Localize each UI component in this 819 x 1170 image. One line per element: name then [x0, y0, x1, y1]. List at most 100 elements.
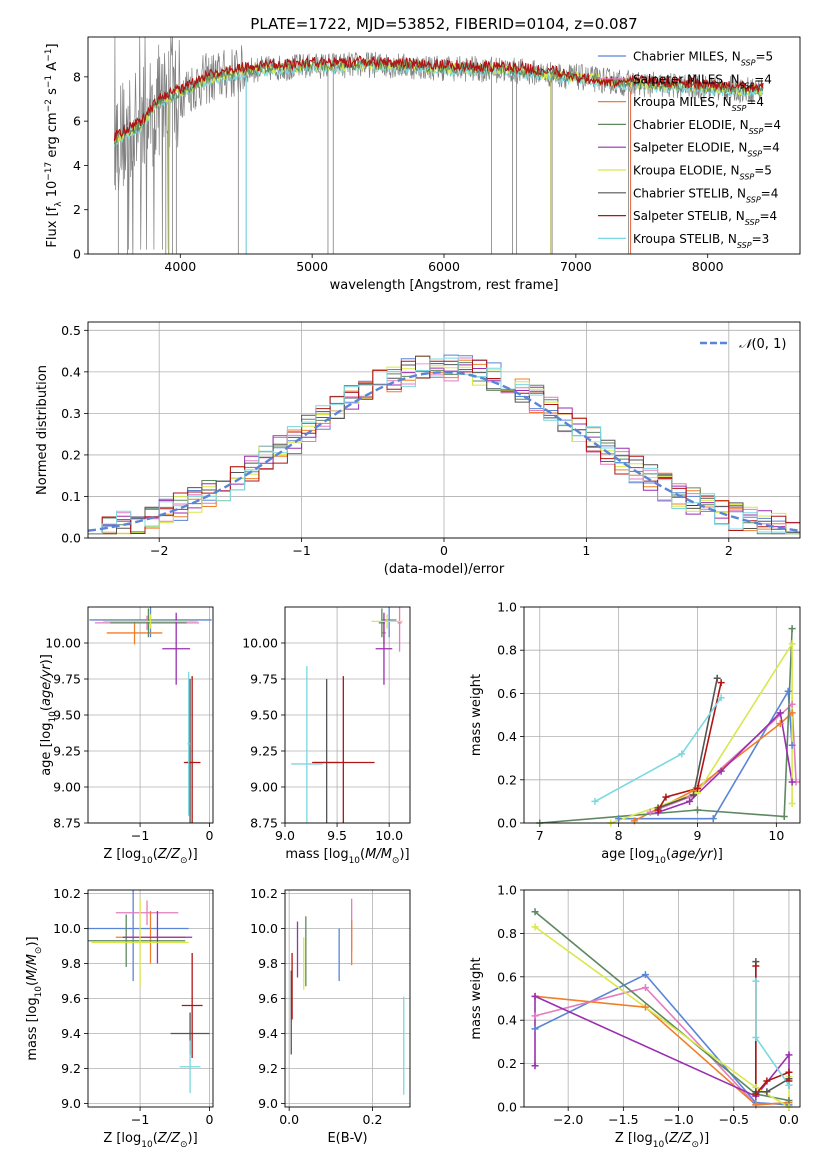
axes-frame: [87, 889, 214, 1108]
residual-histogram: [88, 363, 800, 535]
plot-area: [89, 607, 212, 823]
y-axis-label: Flux [fλ 10−17 erg cm−2 s−1 A−1]: [44, 43, 64, 247]
residual-histogram: [88, 364, 800, 535]
series-line: [534, 995, 790, 1106]
y-tick-label: 0.6: [497, 969, 517, 984]
y-tick-label: 0.4: [497, 729, 517, 744]
y-tick-label: 0.2: [497, 772, 517, 787]
y-tick-label: 0.6: [497, 686, 517, 701]
series-marker: [785, 1068, 793, 1076]
series-line: [755, 981, 790, 1086]
series-line: [534, 995, 790, 1098]
x-tick-label: 8: [615, 828, 623, 843]
series-marker: [763, 1077, 771, 1085]
y-tick-label: 0.8: [497, 643, 517, 658]
series-marker: [690, 791, 698, 799]
y-tick-label: 9.4: [258, 1026, 278, 1041]
series-marker: [776, 720, 784, 728]
x-axis-label: age [log10(age/yr)]: [601, 847, 723, 866]
massweight-vs-age-panel: 7 8 9 10 0.0 0.2 0.4 0.6 0.8 1.0 age [log10(age/yr…: [469, 600, 801, 866]
legend-label: Chabrier MILES, NSSP=5: [633, 50, 773, 68]
y-tick-label: 4: [73, 158, 81, 173]
series-marker: [615, 815, 623, 823]
series-marker: [693, 806, 701, 814]
plot-area: [534, 911, 790, 1107]
series-marker: [752, 1034, 760, 1042]
mass-vs-ebv-panel: 0.0 0.2 9.0 9.2 9.4 9.6 9.8 10.0 10.2 E(B-V): [250, 886, 411, 1146]
x-tick-label: 0: [206, 1112, 214, 1127]
y-tick-label: 9.50: [250, 708, 278, 723]
x-axis-label: Z [log10(Z/Z⊙)]: [615, 1131, 709, 1150]
axes-frame: [284, 606, 411, 824]
y-tick-label: 0.2: [497, 1056, 517, 1071]
residuals-panel: −2 −1 0 1 2 0.0 0.1 0.2 0.3 0.4 0.5 (data-model)/er…: [35, 321, 801, 577]
series-marker: [776, 709, 784, 717]
x-tick-label: 10.0: [375, 828, 403, 843]
y-tick-label: 9.4: [61, 1026, 81, 1041]
y-tick-label: 10.2: [53, 886, 81, 901]
x-tick-label: −1: [292, 543, 310, 558]
series-marker: [785, 1096, 793, 1104]
y-tick-label: 9.00: [53, 780, 81, 795]
x-tick-label: 7000: [560, 259, 592, 274]
x-axis-label: mass [log10(M/M⊙)]: [285, 847, 409, 866]
series-marker: [531, 1062, 539, 1070]
y-tick-label: 9.25: [53, 744, 81, 759]
x-tick-label: 0: [206, 828, 214, 843]
legend-label: Salpeter STELIB, NSSP=4: [633, 209, 777, 227]
series-marker: [591, 797, 599, 805]
plot-area: [291, 607, 403, 823]
x-tick-label: 5000: [296, 259, 328, 274]
series-line: [610, 640, 793, 823]
series-marker: [752, 962, 760, 970]
axes-frame: [87, 36, 801, 255]
y-axis-label: Normed distribution: [35, 365, 50, 495]
y-tick-label: 9.6: [258, 991, 278, 1006]
series-marker: [788, 625, 796, 633]
x-tick-label: −1.5: [608, 1112, 638, 1127]
series-marker: [788, 800, 796, 808]
series-marker: [788, 709, 796, 717]
figure-title: PLATE=1722, MJD=53852, FIBERID=0104, z=0…: [250, 15, 637, 33]
legend-label: Kroupa ELODIE, NSSP=5: [633, 164, 772, 182]
plot-area: [88, 354, 800, 535]
series-line: [534, 973, 790, 1106]
x-tick-label: −0.5: [719, 1112, 749, 1127]
y-tick-label: 0.0: [497, 816, 517, 831]
y-tick-label: 10.00: [45, 636, 81, 651]
plot-area: [290, 898, 405, 1095]
y-tick-label: 8: [73, 69, 81, 84]
y-tick-label: 9.2: [258, 1061, 278, 1076]
series-line: [618, 688, 793, 820]
series-marker: [785, 1081, 793, 1089]
series-marker: [641, 984, 649, 992]
y-tick-label: 0: [73, 247, 81, 262]
series-marker: [788, 640, 796, 648]
series-marker: [531, 992, 539, 1000]
series-marker: [788, 778, 796, 786]
x-tick-label: 0: [440, 543, 448, 558]
legend-label: 𝒩(0, 1): [739, 337, 786, 352]
normal-curve: [88, 371, 800, 532]
series-marker: [646, 808, 654, 816]
spectrum-panel: 4000 5000 6000 7000 8000 0 2 4 6 8 wavelength [Ang…: [44, 36, 801, 293]
x-axis-label: Z [log10(Z/Z⊙)]: [103, 847, 197, 866]
plot-area: [113, 37, 764, 254]
model-spectrum-line: [113, 55, 764, 142]
series-marker: [531, 908, 539, 916]
y-tick-label: 1.0: [497, 883, 517, 898]
x-tick-label: 9.0: [275, 828, 295, 843]
legend-label: Kroupa MILES, NSSP=4: [633, 95, 764, 113]
series-marker: [752, 977, 760, 985]
x-tick-label: 8000: [692, 259, 724, 274]
model-spectrum-line: [113, 58, 764, 145]
plot-area: [88, 890, 210, 1093]
series-marker: [752, 1090, 760, 1098]
series-marker: [717, 767, 725, 775]
y-axis-label: age [log10(age/yr)]: [39, 654, 58, 776]
y-tick-label: 0.1: [61, 489, 81, 504]
series-line: [657, 682, 722, 811]
x-tick-label: 1: [582, 543, 590, 558]
y-tick-label: 6: [73, 114, 81, 129]
y-tick-label: 1.0: [497, 600, 517, 615]
